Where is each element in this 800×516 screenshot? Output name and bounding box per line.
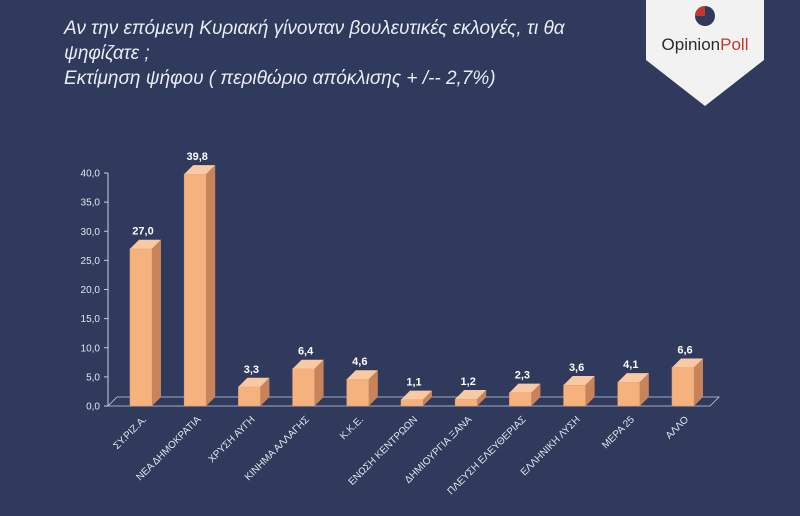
y-tick-label: 10,0	[81, 343, 101, 354]
bar-side	[423, 390, 432, 406]
bar-front	[129, 248, 153, 407]
bar-top	[617, 373, 649, 383]
bar-side	[477, 390, 487, 406]
bar-side	[694, 358, 703, 406]
x-axis-categories: ΣΥ.ΡΙΖ.Α.ΝΕΑ ΔΗΜΟΚΡΑΤΙΑ ΧΡΥΣΗ ΑΥΓΗΚΙΝΗΜΑ …	[112, 414, 692, 497]
category-label: ΜΕΡΑ 25	[600, 414, 637, 451]
bar	[617, 373, 649, 407]
bar-front	[617, 381, 641, 407]
chart-title: Αν την επόμενη Κυριακή γίνονταν βουλευτι…	[64, 16, 644, 91]
category-label: ΑΛΛΟ	[664, 414, 691, 441]
bar-front	[454, 398, 478, 407]
y-tick-label: 30,0	[81, 227, 101, 238]
logo-text-opinion: Opinion	[661, 35, 721, 54]
bar	[292, 359, 324, 407]
category-label: ΣΥ.ΡΙΖ.Α.	[112, 414, 150, 452]
bar-top	[292, 359, 324, 369]
bar-top	[563, 376, 595, 386]
data-label: 27,0	[132, 226, 153, 238]
data-label: 6,6	[677, 345, 692, 357]
bar-front	[509, 392, 532, 407]
bar-side	[206, 165, 216, 406]
bar	[454, 390, 487, 407]
data-label: 1,2	[461, 376, 476, 388]
bar	[671, 358, 703, 407]
bar	[400, 390, 432, 407]
bar-front	[238, 386, 261, 407]
bar	[509, 383, 541, 407]
category-label: Κ.Κ.Ε.	[338, 414, 366, 442]
category-label: ΕΛΛΗΝΙΚΗ ΛΥΣΗ	[519, 414, 583, 478]
y-tick-label: 5,0	[86, 372, 100, 383]
bar-side	[639, 373, 649, 406]
data-label: 4,6	[352, 356, 367, 368]
bar-side	[152, 239, 161, 406]
bar-side	[585, 376, 595, 406]
title-line-1: Αν την επόμενη Κυριακή γίνονταν βουλευτι…	[64, 18, 565, 39]
y-tick-label: 15,0	[81, 314, 101, 325]
y-tick-label: 0,0	[86, 402, 100, 413]
data-label: 3,6	[569, 362, 584, 374]
bar-side	[368, 370, 378, 406]
logo-text-poll: Poll	[720, 35, 749, 54]
data-label: 4,1	[623, 359, 638, 371]
bar-front	[563, 384, 586, 407]
y-tick-label: 35,0	[81, 198, 101, 209]
bar-front	[346, 378, 370, 407]
bar-top	[346, 370, 378, 380]
bars	[129, 165, 703, 407]
bar-top	[672, 358, 703, 368]
title-line-3: Εκτίμηση ψήφου ( περιθώριο απόκλισης + /…	[64, 68, 496, 89]
bar-front	[183, 173, 207, 407]
data-label: 39,8	[186, 151, 207, 163]
bar	[238, 377, 270, 407]
y-tick-label: 40,0	[81, 169, 101, 180]
bar-side	[314, 359, 324, 406]
data-label: 1,1	[406, 377, 421, 389]
bar-front	[671, 367, 695, 407]
category-label: ΧΡΥΣΗ ΑΥΓΗ	[207, 414, 258, 465]
y-axis: 0,0 5,0 10,0 15,0 20,0 25,0 30,0 35,0 40,0	[81, 169, 720, 413]
data-labels: 27,0 39,8 3,3 6,4 4,6 1,1 1,2 2,3 3,6 4,1 6,6	[132, 151, 692, 388]
bar-front	[400, 399, 424, 407]
title-line-2: ψηφίζατε ;	[64, 43, 150, 64]
opinion-poll-logo: OpinionPoll	[646, 0, 764, 108]
data-label: 2,3	[515, 370, 530, 382]
bar-top	[184, 165, 216, 175]
y-tick-label: 25,0	[81, 256, 101, 267]
bar-top	[130, 239, 161, 249]
bar	[346, 370, 378, 407]
y-tick-label: 20,0	[81, 285, 101, 296]
bar-front	[292, 368, 315, 407]
bar-side	[531, 383, 541, 406]
bar-top	[401, 390, 432, 400]
bar	[563, 376, 595, 407]
bar-side	[260, 377, 270, 406]
bar-top	[455, 390, 487, 400]
bar	[183, 165, 216, 407]
bar	[129, 239, 161, 407]
data-label: 6,4	[298, 346, 314, 358]
bar-top	[238, 377, 270, 387]
bar-top	[509, 383, 541, 393]
logo-text: OpinionPoll	[646, 35, 764, 55]
data-label: 3,3	[244, 364, 259, 376]
logo-banner-shape	[646, 0, 764, 106]
